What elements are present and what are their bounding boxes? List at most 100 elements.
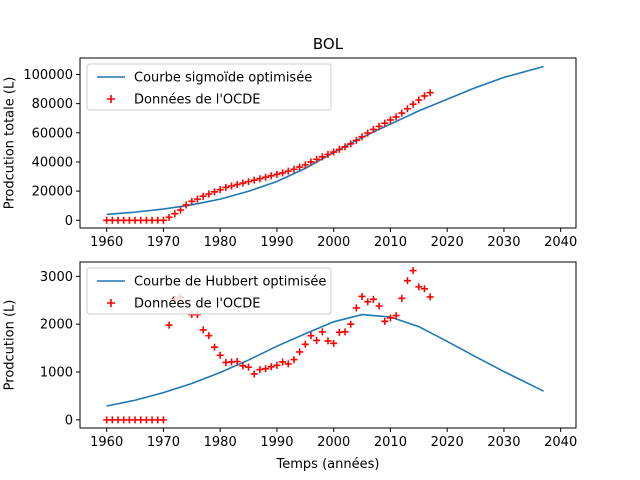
x-tick-label: 2040 xyxy=(544,235,577,250)
data-point xyxy=(375,302,383,310)
y-tick-label: 0 xyxy=(65,413,73,428)
data-point xyxy=(256,366,264,374)
data-point xyxy=(245,363,253,371)
data-point xyxy=(239,179,247,187)
data-point xyxy=(415,283,423,291)
axes-frame xyxy=(79,57,577,229)
data-point xyxy=(358,133,366,141)
y-tick-label: 60000 xyxy=(32,126,73,141)
data-point xyxy=(409,100,417,108)
data-point xyxy=(245,178,253,186)
x-tick-label: 2010 xyxy=(374,435,407,450)
x-tick-label: 1970 xyxy=(147,235,180,250)
data-point xyxy=(381,317,389,325)
legend-box xyxy=(86,63,332,111)
x-tick-label: 1990 xyxy=(260,435,293,450)
x-tick-label: 2010 xyxy=(374,235,407,250)
legend-label: Données de l'OCDE xyxy=(134,93,260,108)
data-point xyxy=(398,109,406,117)
data-point xyxy=(284,167,292,175)
legend: Courbe de Hubbert optimisée Données de l'… xyxy=(86,267,332,315)
data-point xyxy=(369,125,377,133)
data-point xyxy=(307,332,315,340)
x-tick-label: 2020 xyxy=(431,235,464,250)
data-point xyxy=(290,165,298,173)
y-tick-label: 100000 xyxy=(23,68,73,83)
data-point xyxy=(216,351,224,359)
subplot-1: 1960 1970 1980 1990 2000 2010 2020 2030 2040 0 200… xyxy=(3,35,578,250)
data-point xyxy=(403,105,411,113)
x-tick-label: 2040 xyxy=(544,435,577,450)
series-points xyxy=(103,89,434,224)
data-point xyxy=(335,145,343,153)
data-point xyxy=(420,92,428,100)
data-point xyxy=(313,336,321,344)
data-point xyxy=(233,358,241,366)
chart-title: BOL xyxy=(313,35,344,53)
y-axis-label: Prodcution totale (L) xyxy=(3,77,18,210)
x-axis-label: Temps (années) xyxy=(276,457,380,472)
x-tick-label: 2030 xyxy=(487,235,520,250)
data-point xyxy=(267,363,275,371)
data-point xyxy=(398,294,406,302)
data-point xyxy=(347,140,355,148)
data-point xyxy=(409,267,417,275)
data-point xyxy=(375,122,383,130)
data-point xyxy=(267,172,275,180)
y-tick-label: 3000 xyxy=(40,270,73,285)
data-point xyxy=(239,362,247,370)
data-point xyxy=(256,175,264,183)
data-point xyxy=(301,340,309,348)
data-point xyxy=(352,136,360,144)
data-point xyxy=(284,360,292,368)
data-point xyxy=(199,192,207,200)
data-point xyxy=(313,155,321,163)
data-point xyxy=(392,312,400,320)
data-point xyxy=(159,216,167,224)
y-tick-label: 1000 xyxy=(40,366,73,381)
data-point xyxy=(415,96,423,104)
data-point xyxy=(250,176,258,184)
y-tick-label: 80000 xyxy=(32,97,73,112)
data-point xyxy=(228,182,236,190)
data-point xyxy=(352,304,360,312)
legend-swatch-marker xyxy=(107,299,115,307)
series-line xyxy=(106,65,544,216)
data-point xyxy=(216,186,224,194)
data-point xyxy=(426,89,434,97)
data-point xyxy=(279,358,287,366)
legend-label: Données de l'OCDE xyxy=(134,297,260,312)
data-point xyxy=(273,361,281,369)
axes-frame xyxy=(79,261,577,429)
data-point xyxy=(364,129,372,137)
x-tick-label: 2000 xyxy=(317,435,350,450)
data-point xyxy=(182,201,190,209)
x-tick-label: 1960 xyxy=(90,235,123,250)
data-point xyxy=(341,143,349,151)
data-point xyxy=(262,173,270,181)
y-tick-label: 40000 xyxy=(32,155,73,170)
x-tick-label: 1980 xyxy=(204,435,237,450)
data-point xyxy=(262,365,270,373)
legend-label: Courbe de Hubbert optimisée xyxy=(134,275,326,290)
subplot-2: 1960 1970 1980 1990 2000 2010 2020 2030 2040 0 100… xyxy=(3,261,577,472)
data-point xyxy=(290,356,298,364)
x-tick-label: 2030 xyxy=(487,435,520,450)
data-point xyxy=(296,348,304,356)
data-point xyxy=(171,210,179,218)
data-point xyxy=(301,161,309,169)
data-point xyxy=(318,328,326,336)
data-point xyxy=(347,320,355,328)
x-tick-label: 1980 xyxy=(204,235,237,250)
data-point xyxy=(205,332,213,340)
data-point xyxy=(324,337,332,345)
data-point xyxy=(199,326,207,334)
y-tick-label: 2000 xyxy=(40,318,73,333)
data-point xyxy=(210,343,218,351)
data-point xyxy=(273,170,281,178)
y-axis-label: Prodcution (L) xyxy=(3,300,18,391)
legend-label: Courbe sigmoïde optimisée xyxy=(134,71,312,86)
data-point xyxy=(330,148,338,156)
data-point xyxy=(222,183,230,191)
